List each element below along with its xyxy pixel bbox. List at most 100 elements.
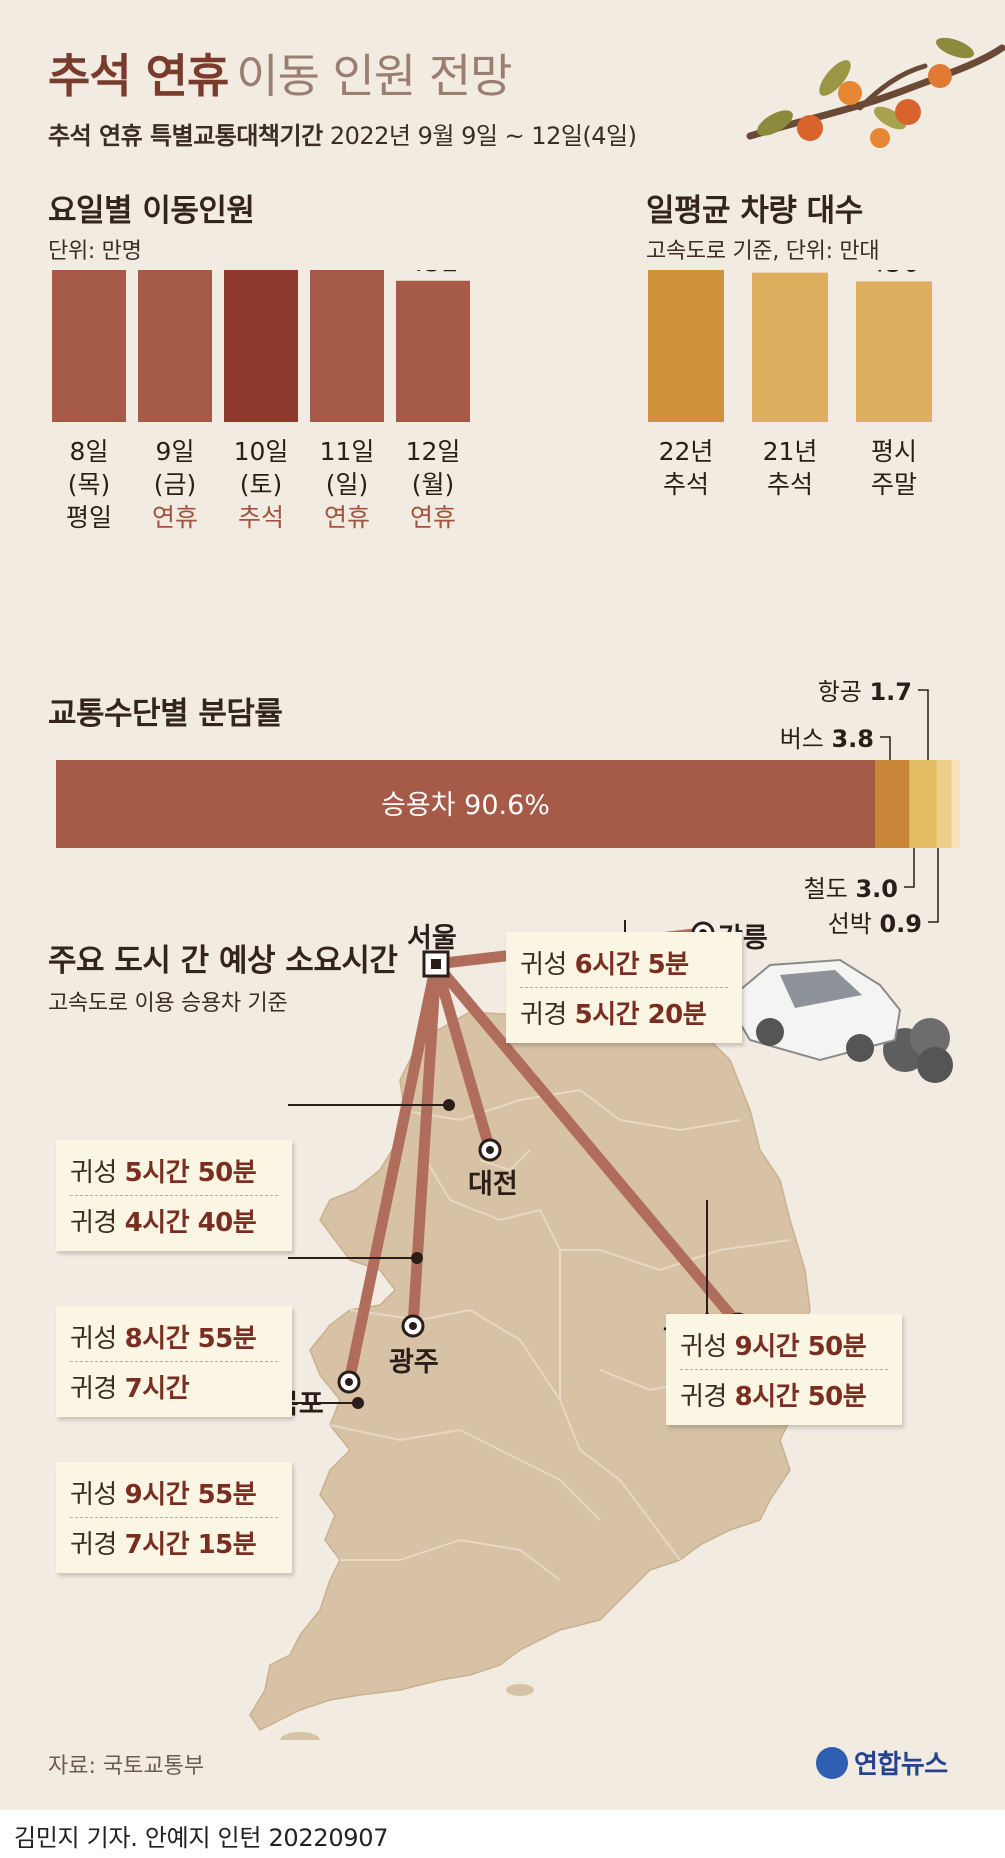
route-time-box: 귀성 5시간 50분 귀경 4시간 40분 xyxy=(56,1140,292,1251)
mode-segment xyxy=(875,760,910,848)
mode-callout-line xyxy=(904,848,915,888)
daily-category-label: 11일 xyxy=(320,437,375,466)
go-time: 6시간 5분 xyxy=(574,950,690,980)
daily-category-label: 9일 xyxy=(156,437,195,466)
back-label: 귀경 xyxy=(70,1374,117,1404)
seoul-marker xyxy=(422,950,450,978)
daily-chart-unit: 단위: 만명 xyxy=(48,239,142,264)
page-title: 추석 연휴 이동 인원 전망 xyxy=(48,40,512,106)
period-dates: 2022년 9월 9일 ~ 12일(4일) xyxy=(329,122,637,150)
vehicle-bar-chart: 54222년추석47821년추석450평시주말 xyxy=(648,270,932,499)
daily-category-label: 연휴 xyxy=(324,503,370,532)
vehicle-value-label: 450 xyxy=(868,270,920,278)
vehicle-category-label: 추석 xyxy=(767,470,813,499)
daily-category-label: 추석 xyxy=(238,503,284,532)
mode-share-bar: 승용차 90.6% 버스 3.8 항공 1.7 철도 3.0 선박 0.9 xyxy=(56,678,960,938)
daily-chart-title: 요일별 이동인원 xyxy=(48,193,255,229)
travel-map-title: 주요 도시 간 예상 소요시간 xyxy=(48,943,398,979)
daily-category-label: 연휴 xyxy=(410,503,456,532)
daily-category-label: (목) xyxy=(68,470,111,499)
go-time: 5시간 50분 xyxy=(124,1158,257,1188)
route-go-row: 귀성 9시간 50분 xyxy=(680,1320,888,1370)
mode-segment xyxy=(909,760,937,848)
daily-category-label: 8일 xyxy=(70,437,109,466)
back-time: 8시간 50분 xyxy=(734,1382,867,1412)
daily-category-label: (토) xyxy=(240,470,283,499)
route-time-box: 귀성 6시간 5분 귀경 5시간 20분 xyxy=(506,932,742,1043)
city-label-seoul: 서울 xyxy=(407,923,457,954)
credit-line: 김민지 기자. 안예지 인턴 20220907 xyxy=(14,1824,389,1852)
go-time: 9시간 55분 xyxy=(124,1480,257,1510)
back-time: 5시간 20분 xyxy=(574,1000,707,1030)
city-label-daejeon: 대전 xyxy=(468,1169,518,1200)
logo-text: 연합뉴스 xyxy=(854,1750,948,1780)
island xyxy=(280,1732,320,1740)
vehicle-chart-title: 일평균 차량 대수 xyxy=(646,193,863,229)
title-bold: 추석 연휴 xyxy=(48,49,229,103)
travel-map xyxy=(249,920,953,1740)
source-note: 자료: 국토교통부 xyxy=(48,1754,205,1779)
period-subtitle: 추석 연휴 특별교통대책기간 2022년 9월 9일 ~ 12일(4일) xyxy=(48,116,637,151)
route-seoul-daejeon xyxy=(430,958,496,1156)
mode-callout-name: 철도 xyxy=(804,875,856,903)
vehicle-category-label: 22년 xyxy=(659,437,714,466)
vehicle-category-label: 주말 xyxy=(871,470,917,499)
car-illustration xyxy=(733,958,953,1083)
route-seoul-mokpo xyxy=(343,958,442,1388)
route-time-box: 귀성 9시간 55분 귀경 7시간 15분 xyxy=(56,1462,292,1573)
province-borders xyxy=(329,1088,791,1581)
daily-category-label: 10일 xyxy=(234,437,289,466)
route-lines xyxy=(343,927,744,1388)
go-time: 9시간 50분 xyxy=(734,1332,867,1362)
vehicle-bar xyxy=(752,272,828,422)
back-time: 7시간 xyxy=(124,1374,190,1404)
mode-callout-line xyxy=(880,736,891,760)
mode-callout-value: 1.7 xyxy=(869,678,912,706)
go-label: 귀성 xyxy=(680,1332,727,1362)
mode-callout-value: 3.0 xyxy=(855,875,898,903)
mode-segment xyxy=(951,760,960,848)
route-time-box: 귀성 9시간 50분 귀경 8시간 50분 xyxy=(666,1314,902,1425)
route-seoul-gwangju xyxy=(407,958,442,1332)
route-seoul-busan xyxy=(430,958,744,1330)
mode-main-label: 승용차 90.6% xyxy=(381,790,550,821)
mode-callout-name: 선박 xyxy=(828,910,880,938)
route-go-row: 귀성 5시간 50분 xyxy=(70,1146,278,1196)
go-label: 귀성 xyxy=(70,1324,117,1354)
back-label: 귀경 xyxy=(70,1208,117,1238)
city-label-gwangju: 광주 xyxy=(389,1347,439,1378)
route-go-row: 귀성 9시간 55분 xyxy=(70,1468,278,1518)
route-go-row: 귀성 6시간 5분 xyxy=(520,938,728,988)
mode-callout-label: 항공 1.7 xyxy=(818,678,912,706)
vehicle-category-label: 평시 xyxy=(871,437,917,466)
mode-callout-label: 버스 3.8 xyxy=(780,725,874,753)
daily-bar-chart: 5748일(목)평일6099일(금)연휴75810일(토)추석62411일(일)… xyxy=(52,270,470,532)
vehicle-category-label: 21년 xyxy=(763,437,818,466)
yonhap-logo: 연합뉴스 xyxy=(816,1744,948,1782)
vehicle-bar xyxy=(856,281,932,422)
mode-callout-name: 항공 xyxy=(818,678,870,706)
daily-category-label: (금) xyxy=(154,470,197,499)
period-label: 추석 연휴 특별교통대책기간 xyxy=(48,122,323,150)
persimmon-branch-illustration xyxy=(746,37,1005,148)
yonhap-logo-icon xyxy=(816,1746,848,1779)
credit-bar xyxy=(0,1810,1005,1858)
mode-segment xyxy=(936,760,952,848)
route-back-row: 귀경 7시간 xyxy=(70,1362,278,1411)
back-label: 귀경 xyxy=(520,1000,567,1030)
vehicle-bar xyxy=(648,270,724,422)
mode-segment xyxy=(56,760,876,848)
back-time: 4시간 40분 xyxy=(124,1208,257,1238)
daily-bar xyxy=(138,270,212,422)
route-time-box: 귀성 8시간 55분 귀경 7시간 xyxy=(56,1306,292,1417)
title-light: 이동 인원 전망 xyxy=(236,49,512,103)
mode-callout-line xyxy=(928,848,939,923)
go-label: 귀성 xyxy=(520,950,567,980)
island xyxy=(506,1684,534,1696)
daily-bar xyxy=(224,270,298,422)
route-back-row: 귀경 4시간 40분 xyxy=(70,1196,278,1245)
daily-category-label: 12일 xyxy=(406,437,461,466)
travel-map-unit: 고속도로 이용 승용차 기준 xyxy=(48,991,288,1016)
mode-callout-name: 버스 xyxy=(780,725,832,753)
back-label: 귀경 xyxy=(680,1382,727,1412)
